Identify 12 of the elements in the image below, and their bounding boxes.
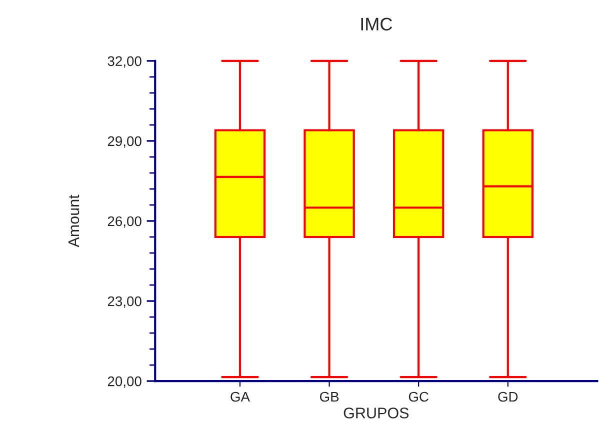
y-axis-title: Amount [68, 194, 80, 248]
chart-title: IMC [361, 18, 392, 31]
x-tick-label: GD [498, 392, 518, 402]
x-tick-label: GB [320, 392, 339, 402]
y-tick-label: 32,00 [108, 56, 142, 68]
y-tick-label: 20,00 [108, 376, 142, 388]
y-tick-label: 29,00 [108, 136, 142, 148]
y-tick-label: 26,00 [108, 216, 142, 228]
x-tick-label: GA [230, 392, 250, 402]
y-tick-label: 23,00 [108, 296, 142, 308]
x-tick-label: GC [408, 392, 428, 402]
x-axis-title: GRUPOS [344, 408, 409, 418]
